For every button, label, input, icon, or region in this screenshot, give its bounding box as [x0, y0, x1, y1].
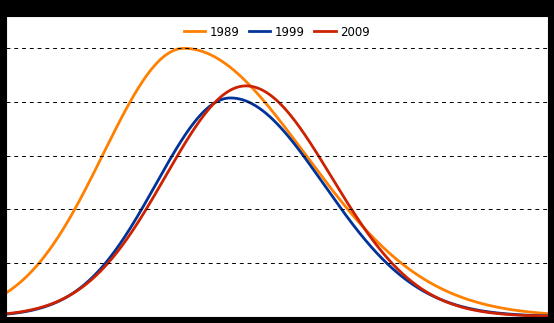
2009 [426, 292, 433, 296]
1999 [222, 97, 228, 100]
1999 [436, 297, 443, 301]
1999 [545, 314, 552, 318]
1989 [426, 280, 433, 284]
1989 [2, 291, 9, 295]
2009 [243, 84, 249, 88]
2009 [58, 298, 64, 302]
Line: 1999: 1999 [6, 98, 548, 316]
2009 [2, 312, 9, 316]
1989 [545, 312, 552, 316]
1999 [2, 312, 9, 316]
1999 [227, 96, 234, 100]
1989 [181, 47, 187, 50]
1999 [376, 253, 382, 257]
1989 [58, 231, 64, 234]
2009 [545, 314, 552, 318]
2009 [222, 91, 228, 95]
1989 [242, 79, 249, 83]
Line: 2009: 2009 [6, 86, 548, 316]
1989 [222, 62, 229, 66]
Line: 1989: 1989 [6, 48, 548, 314]
1999 [426, 292, 433, 296]
1999 [58, 298, 64, 302]
2009 [242, 84, 248, 88]
2009 [436, 297, 443, 301]
1989 [436, 286, 443, 289]
1989 [376, 241, 382, 245]
Legend: 1989, 1999, 2009: 1989, 1999, 2009 [180, 22, 374, 42]
1999 [242, 99, 249, 103]
2009 [376, 246, 382, 250]
